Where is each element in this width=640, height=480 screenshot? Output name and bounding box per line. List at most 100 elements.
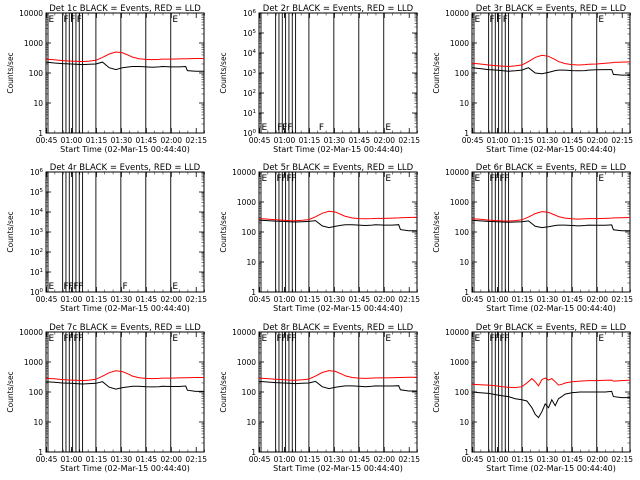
y-tick-label: 10000 (232, 328, 256, 337)
x-tick-label: 01:30 (111, 455, 133, 464)
events-series-line (45, 381, 204, 392)
panel-title: Det 6r BLACK = Events, RED = LLD (476, 163, 627, 173)
y-tick-label: 106 (243, 9, 257, 18)
x-tick-label: 01:00 (274, 455, 296, 464)
x-tick-label: 02:00 (586, 455, 608, 464)
flag-letter: E (385, 174, 391, 184)
y-tick-label: 100 (29, 388, 44, 397)
y-axis-label: Counts/sec (6, 371, 15, 412)
panel-8: Det 8r BLACK = Events, RED = LLD 1 10 100 10… (219, 323, 420, 473)
y-tick-label: 1 (464, 288, 469, 297)
x-tick-label: 01:45 (136, 136, 158, 145)
x-tick-label: 01:30 (537, 136, 559, 145)
x-tick-label: 01:00 (274, 136, 296, 145)
x-axis-label: Start Time (02-Mar-15 00:44:40) (486, 145, 616, 154)
x-tick-label: 01:00 (274, 295, 296, 304)
flag-letter: E (474, 334, 480, 344)
flag-letter: E (261, 123, 267, 133)
x-tick-label: 02:15 (185, 295, 207, 304)
panel-title: Det 8r BLACK = Events, RED = LLD (263, 323, 414, 333)
x-tick-label: 01:45 (562, 295, 584, 304)
flag-letter: F (68, 334, 73, 344)
x-tick-label: 00:45 (36, 455, 58, 464)
y-tick-label: 1000 (450, 39, 469, 48)
y-tick-label: 1000 (24, 358, 43, 367)
lld-series-line (45, 51, 204, 63)
flag-letter: F (494, 334, 499, 344)
x-tick-label: 02:15 (398, 455, 420, 464)
x-tick-label: 01:30 (111, 136, 133, 145)
y-tick-label: 104 (30, 208, 44, 217)
lld-series-line (258, 370, 417, 381)
y-tick-label: 1 (464, 448, 469, 457)
x-tick-label: 02:15 (185, 136, 207, 145)
x-tick-label: 01:45 (562, 136, 584, 145)
flag-letter: F (63, 334, 68, 344)
panel-5: Det 5r BLACK = Events, RED = LLD 1 10 100 10… (219, 163, 420, 313)
x-tick-label: 01:15 (299, 295, 321, 304)
y-axis-label: Counts/sec (432, 371, 441, 412)
flag-letter: F (123, 282, 128, 292)
lld-series-line (471, 211, 631, 222)
y-axis-label: Counts/sec (219, 52, 228, 93)
x-tick-label: 01:00 (487, 136, 509, 145)
flag-letter: F (73, 334, 78, 344)
y-tick-label: 10000 (19, 328, 43, 337)
flag-letter: F (286, 174, 291, 184)
x-axis-label: Start Time (02-Mar-15 00:44:40) (273, 145, 403, 154)
y-tick-label: 102 (243, 89, 256, 98)
x-tick-label: 01:15 (512, 295, 534, 304)
flag-letter: E (172, 334, 178, 344)
flag-letter: F (281, 174, 286, 184)
x-tick-label: 02:00 (373, 455, 395, 464)
y-tick-label: 106 (30, 168, 44, 177)
y-tick-label: 10000 (232, 168, 256, 177)
x-tick-label: 01:15 (299, 136, 321, 145)
x-tick-label: 02:00 (160, 295, 182, 304)
events-series-line (471, 219, 630, 232)
flag-letter: F (281, 334, 286, 344)
x-tick-label: 01:30 (537, 295, 559, 304)
y-tick-label: 10 (33, 418, 43, 427)
y-tick-label: 10 (459, 418, 469, 427)
y-tick-label: 10 (459, 99, 469, 108)
y-tick-label: 1000 (450, 358, 469, 367)
x-tick-label: 01:45 (136, 455, 158, 464)
x-tick-label: 01:30 (324, 455, 346, 464)
flag-letter: F (489, 15, 494, 25)
y-tick-label: 10 (459, 258, 469, 267)
flag-letter: F (73, 282, 78, 292)
x-tick-label: 01:15 (86, 295, 108, 304)
y-tick-label: 105 (243, 29, 257, 38)
flag-letter: F (503, 15, 508, 25)
x-tick-label: 01:15 (299, 455, 321, 464)
flag-letter: F (291, 174, 296, 184)
x-tick-label: 00:45 (249, 136, 271, 145)
y-axis-label: Counts/sec (219, 371, 228, 412)
y-tick-label: 100 (455, 228, 470, 237)
x-tick-label: 01:45 (349, 455, 371, 464)
y-tick-label: 10000 (445, 328, 469, 337)
x-tick-label: 01:45 (562, 455, 584, 464)
y-tick-label: 103 (243, 69, 257, 78)
y-tick-label: 100 (455, 388, 470, 397)
x-tick-label: 01:15 (512, 455, 534, 464)
lld-series-line (471, 377, 631, 389)
flag-letter: F (276, 174, 281, 184)
x-tick-label: 02:15 (185, 455, 207, 464)
x-tick-label: 01:00 (487, 455, 509, 464)
flag-letter: F (499, 174, 504, 184)
flag-letter: E (48, 282, 54, 292)
flag-letter: E (598, 174, 604, 184)
flag-letter: E (261, 174, 267, 184)
x-axis-label: Start Time (02-Mar-15 00:44:40) (273, 464, 403, 473)
flag-letter: F (77, 15, 82, 25)
y-tick-label: 102 (30, 248, 43, 257)
flag-letter: E (474, 15, 480, 25)
flag-letter: E (598, 334, 604, 344)
x-tick-label: 00:45 (462, 136, 484, 145)
x-tick-label: 02:00 (373, 136, 395, 145)
flag-letter: F (489, 174, 494, 184)
flag-letter: F (291, 334, 296, 344)
